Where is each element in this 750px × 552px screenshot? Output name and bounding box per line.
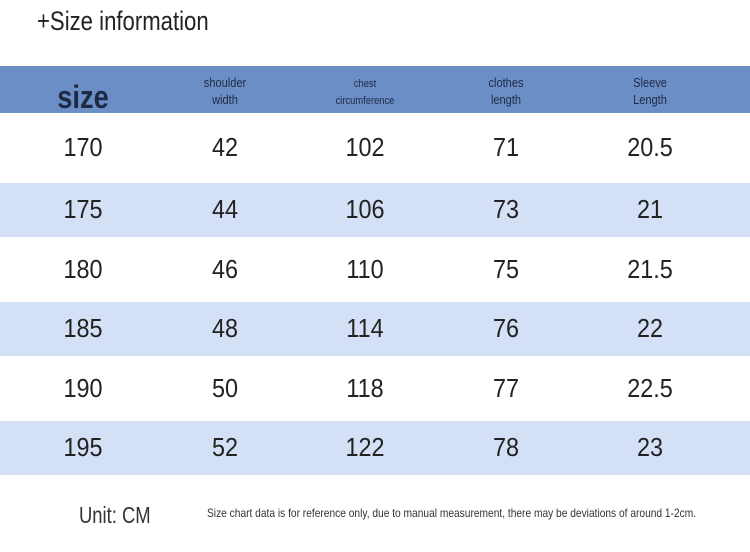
column-header: size (24, 79, 143, 115)
header-line: shoulder (203, 75, 247, 90)
header-line: clothes (488, 75, 524, 90)
column-header: chest circumference (306, 76, 425, 110)
table-cell: 44 (211, 194, 239, 224)
table-cell: 77 (492, 372, 520, 403)
table-row: 175 44 106 73 21 (0, 183, 750, 237)
table-cell: 175 (63, 194, 103, 224)
header-line: length (490, 92, 522, 107)
table-cell: 190 (63, 372, 103, 403)
header-line: size (57, 79, 109, 115)
table-cell: 22 (636, 313, 664, 343)
table-cell: 75 (492, 253, 520, 284)
table-cell: 52 (211, 432, 239, 462)
table-row: 185 48 114 76 22 (0, 302, 750, 356)
table-cell: 23 (636, 432, 664, 462)
table-header: size shoulder width chest circumference cloth… (0, 66, 750, 115)
table-cell: 21 (636, 194, 664, 224)
table-cell: 42 (211, 132, 239, 162)
table-cell: 122 (345, 432, 385, 462)
table-cell: 48 (211, 313, 239, 343)
column-header: shoulder width (166, 74, 285, 108)
table-cell: 78 (492, 432, 520, 462)
table-cell: 50 (211, 372, 239, 403)
table-cell: 170 (63, 132, 103, 162)
table-row: 195 52 122 78 23 (0, 421, 750, 475)
table-cell: 114 (346, 313, 384, 343)
table-cell: 71 (492, 132, 520, 162)
table-cell: 110 (346, 253, 384, 284)
table-cell: 22.5 (627, 372, 673, 403)
header-line: chest (353, 78, 377, 90)
table-cell: 180 (63, 253, 103, 284)
table-cell: 118 (346, 372, 384, 403)
header-line: Length (633, 92, 667, 107)
table-cell: 73 (492, 194, 520, 224)
table-row: 170 42 102 71 20.5 (0, 113, 750, 183)
table-row: 180 46 110 75 21.5 (0, 237, 750, 302)
table-cell: 46 (211, 253, 239, 284)
table-cell: 106 (345, 194, 385, 224)
table-cell: 20.5 (627, 132, 673, 162)
unit: Unit: CM (79, 502, 151, 528)
table-cell: 185 (63, 313, 103, 343)
table-cell: 102 (345, 132, 385, 162)
table-row: 190 50 118 77 22.5 (0, 356, 750, 421)
table-cell: 76 (492, 313, 520, 343)
title: +Size information (37, 6, 209, 36)
table-cell: 21.5 (627, 253, 673, 284)
header-line: Sleeve (633, 75, 667, 90)
note: Size chart data is for reference only, d… (207, 506, 697, 520)
table-cell: 195 (63, 432, 103, 462)
column-header: clothes length (447, 74, 566, 108)
column-header: Sleeve Length (591, 74, 710, 108)
header-line: circumference (335, 95, 395, 107)
header-line: width (212, 92, 238, 107)
